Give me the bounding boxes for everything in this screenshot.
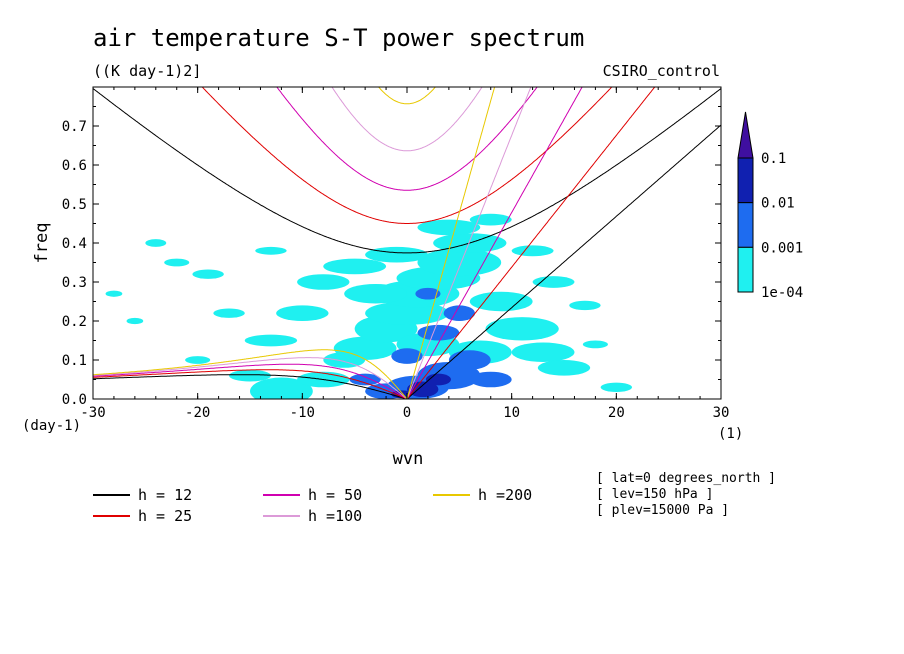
power-region-1e-04	[469, 291, 533, 312]
y-tick-label: 0.4	[62, 236, 87, 252]
x-tick-label: -20	[185, 405, 210, 421]
x-tick-label: -10	[290, 405, 315, 421]
x-tick-label: 10	[503, 405, 520, 421]
y-tick-label: 0.0	[62, 392, 87, 408]
legend-label: h =200	[478, 486, 532, 504]
power-shading	[105, 213, 633, 399]
power-region-0.001	[349, 373, 381, 386]
y-axis-label: freq	[32, 223, 52, 264]
power-region-1e-04	[532, 276, 575, 288]
dispersion-curve-er-3	[93, 363, 408, 399]
power-region-1e-04	[537, 360, 591, 376]
power-region-1e-04	[333, 336, 397, 360]
power-region-1e-04	[276, 305, 329, 322]
power-region-1e-04	[469, 213, 512, 226]
power-region-1e-04	[250, 377, 313, 399]
power-region-1e-04	[105, 290, 123, 297]
power-region-1e-04	[485, 317, 559, 341]
power-region-0.001	[448, 350, 491, 370]
power-region-1e-04	[145, 239, 167, 247]
dispersion-curve-kelvin-4	[406, 87, 532, 399]
y-tick-label: 0.2	[62, 314, 87, 330]
legend-label: h = 12	[138, 486, 192, 504]
power-region-0.001	[391, 348, 423, 364]
dispersion-curve-kelvin-2	[406, 87, 656, 399]
power-region-1e-04	[126, 317, 144, 325]
power-region-1e-04	[511, 342, 575, 362]
model-name: CSIRO_control	[603, 62, 720, 80]
power-region-1e-04	[582, 340, 608, 349]
dispersion-curve-ig-2	[201, 87, 613, 224]
power-region-1e-04	[417, 219, 481, 236]
x-axis-label: wvn	[393, 449, 424, 469]
power-region-1e-04	[600, 382, 633, 392]
dispersion-curve-er-5	[93, 349, 408, 399]
dispersion-curve-er-4	[93, 357, 408, 399]
dispersion-curve-kelvin-5	[406, 87, 496, 399]
power-region-1e-04	[244, 334, 298, 347]
power-region-1e-04	[164, 258, 190, 267]
plev-annotation: [ plev=15000 Pa ]	[596, 503, 729, 518]
y-unit-label: (day-1)	[22, 418, 81, 434]
lev-annotation: [ lev=150 hPa ]	[596, 487, 713, 502]
dispersion-curve-er-1	[93, 374, 408, 399]
y-tick-label: 0.5	[62, 197, 87, 213]
power-region-1e-04	[569, 300, 601, 311]
power-region-1e-04	[229, 369, 271, 382]
power-region-0.001	[443, 305, 476, 322]
power-region-1e-04	[365, 246, 428, 263]
power-region-1e-04	[185, 356, 211, 364]
dispersion-curves	[93, 87, 721, 399]
legend: h = 12 h = 25 h = 50 h =100 h =200	[93, 486, 532, 525]
colorbar-label: 0.1	[761, 151, 786, 167]
power-region-1e-04	[213, 308, 245, 318]
power-region-1e-04	[511, 245, 554, 257]
x-tick-label: -30	[80, 405, 105, 421]
y-tick-label: 0.7	[62, 119, 87, 135]
legend-label: h = 25	[138, 507, 192, 525]
power-region-1e-04	[365, 301, 449, 325]
power-region-1e-04	[297, 274, 350, 290]
dispersion-curve-kelvin-1	[406, 124, 721, 399]
power-region-1e-04	[344, 283, 407, 304]
dispersion-curve-er-2	[93, 369, 408, 399]
power-region-1e-04	[192, 269, 224, 279]
lat-annotation: [ lat=0 degrees_north ]	[596, 471, 776, 486]
legend-label: h =100	[308, 507, 362, 525]
dispersion-curve-ig-1	[93, 88, 721, 254]
dispersion-curve-ig-5	[377, 87, 437, 105]
power-region-1e-04	[323, 258, 387, 275]
legend-label: h = 50	[308, 486, 362, 504]
chart-units: ((K day-1)2]	[93, 62, 201, 80]
chart-title: air temperature S-T power spectrum	[93, 24, 584, 52]
dispersion-curve-ig-3	[276, 87, 538, 191]
power-region-0.001	[415, 287, 441, 300]
dispersion-curve-ig-4	[331, 87, 483, 152]
y-tick-label: 0.1	[62, 353, 87, 369]
colorbar-band	[737, 157, 754, 204]
colorbar-arrow	[737, 111, 754, 159]
y-tick-label: 0.6	[62, 158, 87, 174]
colorbar-band	[737, 202, 754, 248]
colorbar-label: 0.001	[761, 240, 803, 256]
power-region-0.001	[417, 324, 460, 341]
x-tick-label: 30	[713, 405, 730, 421]
colorbar-label: 0.01	[761, 196, 795, 212]
power-region-1e-04	[255, 246, 287, 255]
colorbar-label: 1e-04	[761, 285, 803, 301]
x-tick-label: 20	[608, 405, 625, 421]
x-unit-label: (1)	[718, 426, 743, 442]
colorbar: 0.1 0.01 0.001 1e-04	[737, 111, 803, 301]
dispersion-curve-kelvin-3	[406, 87, 583, 399]
axes: -30 -20 -10 0 10 20 30 0.0 0.1 0.2 0.3 0.4 0.5 0.6 0.7	[62, 86, 730, 421]
colorbar-band	[737, 246, 754, 293]
power-region-0.001	[469, 371, 512, 388]
y-tick-label: 0.3	[62, 275, 87, 291]
x-tick-label: 0	[403, 405, 411, 421]
